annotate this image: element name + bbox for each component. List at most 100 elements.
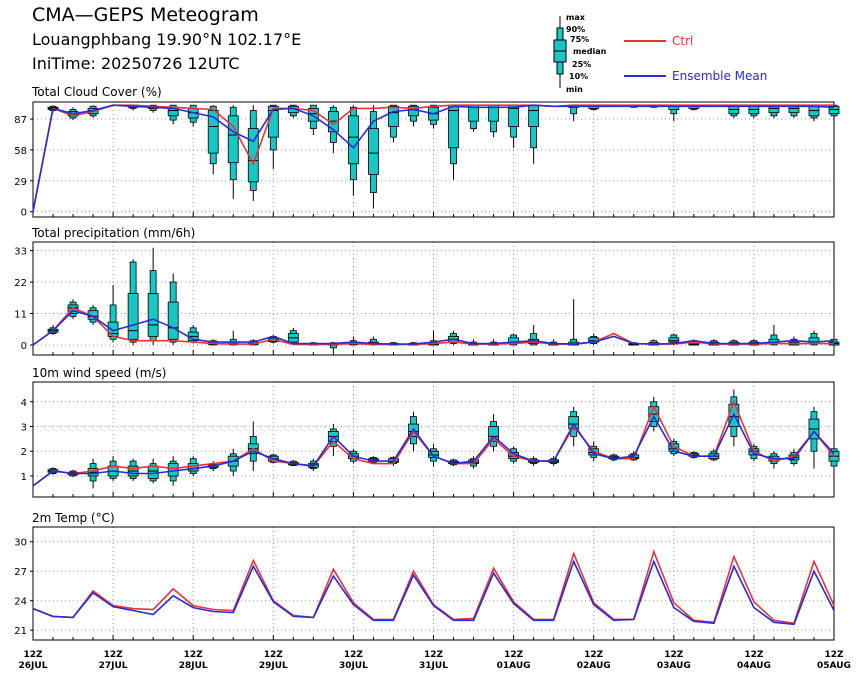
location-label: Louangphbang 19.90°N 102.17°E	[32, 30, 302, 49]
x-tick-label-time: 12Z	[504, 650, 524, 660]
x-tick-label-date: 03AUG	[657, 661, 691, 671]
box-plot	[748, 104, 760, 118]
y-tick-label: 2	[21, 447, 27, 458]
box-plot	[227, 105, 239, 199]
box-inner	[167, 301, 179, 340]
box-inner	[728, 105, 740, 115]
x-tick-label-time: 12Z	[664, 650, 684, 660]
series-mean-wind	[32, 412, 835, 487]
box-plot	[488, 104, 499, 138]
box-plot	[428, 104, 439, 129]
x-tick-label-date: 04AUG	[737, 661, 771, 671]
y-tick-label: 0	[21, 208, 27, 219]
x-tick-label-time: 12Z	[824, 650, 844, 660]
box-plot	[127, 458, 139, 481]
x-tick-label-time: 12Z	[104, 650, 124, 660]
y-tick-label: 24	[14, 597, 27, 608]
series-mean-cloud	[32, 104, 835, 212]
legend-label-p75: 75%	[570, 35, 589, 44]
boxes-precip	[47, 247, 840, 353]
box-inner	[788, 105, 800, 114]
y-tick-label: 30	[14, 538, 27, 549]
box-plot	[668, 438, 680, 457]
box-plot	[528, 104, 540, 164]
box-plot	[147, 458, 159, 484]
y-tick-label: 22	[14, 278, 27, 289]
box-plot	[508, 104, 520, 148]
x-tick-label-date: 01AUG	[497, 661, 531, 671]
y-tick-label: 3	[21, 423, 27, 434]
series-mean-precip	[32, 309, 835, 346]
box-plot	[728, 104, 740, 118]
box-inner	[748, 105, 760, 115]
box-inner	[448, 104, 459, 149]
legend-label-p25: 25%	[572, 60, 591, 69]
box-plot	[588, 333, 600, 345]
box-inner	[428, 450, 439, 458]
y-tick-label: 11	[14, 310, 27, 321]
x-tick-label-date: 02AUG	[577, 661, 611, 671]
box-plot	[287, 104, 299, 118]
y-tick-label: 87	[14, 115, 27, 126]
box-plot	[127, 259, 139, 345]
box-plot	[347, 105, 359, 196]
legend-label-median: median	[573, 47, 607, 56]
panel-title-temp: 2m Temp (°C)	[32, 511, 115, 525]
panel-temp: 2m Temp (°C) 21 24 27 30	[14, 511, 835, 641]
legend-label-p10: 10%	[569, 72, 588, 81]
y-tick-label: 0	[21, 341, 27, 352]
legend-label-p90: 90%	[566, 25, 585, 34]
box-plot	[808, 406, 820, 469]
box-inner	[347, 115, 359, 165]
box-inner	[808, 105, 820, 117]
x-tick-label-time: 12Z	[424, 650, 444, 660]
box-inner	[368, 128, 379, 175]
box-plot	[688, 451, 700, 459]
y-tick-label: 58	[14, 146, 27, 157]
y-tick-label: 27	[14, 567, 27, 578]
box-plot	[568, 299, 580, 346]
box-plot	[728, 389, 740, 447]
panel-wind: 10m wind speed (m/s) 1 2 3 4	[21, 366, 840, 498]
x-tick-label-date: 26JUL	[19, 661, 48, 671]
y-tick-label: 29	[14, 177, 27, 188]
x-tick-label-date: 27JUL	[99, 661, 128, 671]
series-ctrl-cloud	[32, 104, 834, 212]
legend-mean-label: Ensemble Mean	[672, 69, 767, 83]
box-plot	[147, 247, 159, 345]
x-tick-label-date: 29JUL	[259, 661, 288, 671]
x-tick-label-date: 30JUL	[339, 661, 368, 671]
box-plot	[67, 299, 79, 320]
init-time-label: IniTime: 20250726 12UTC	[32, 54, 240, 73]
box-inner	[828, 105, 840, 115]
box-plot	[828, 104, 840, 118]
box-inner	[528, 104, 540, 127]
series-ctrl-precip	[32, 306, 834, 346]
box-plot	[768, 104, 780, 118]
x-tick-label-time: 12Z	[23, 650, 43, 660]
y-tick-label: 33	[14, 247, 27, 258]
panel-title-cloud: Total Cloud Cover (%)	[31, 85, 162, 99]
x-tick-label-time: 12Z	[264, 650, 284, 660]
y-tick-label: 21	[14, 626, 27, 637]
box-plot	[187, 324, 199, 344]
box-inner	[668, 337, 680, 343]
legend-ctrl-label: Ctrl	[672, 34, 693, 48]
box-plot	[167, 273, 179, 345]
panel-cloud: Total Cloud Cover (%) 0 29 58 87	[14, 85, 840, 219]
box-plot	[468, 104, 479, 132]
box-plot	[788, 104, 800, 118]
chart-title: CMA—GEPS Meteogram	[32, 4, 259, 26]
panel-title-wind: 10m wind speed (m/s)	[32, 366, 166, 380]
boxes-cloud	[47, 104, 840, 209]
box-plot	[167, 104, 179, 125]
panel-title-precip: Total precipitation (mm/6h)	[31, 226, 195, 240]
panel-precip: Total precipitation (mm/6h) 0 11 22 33	[14, 226, 840, 356]
series-mean-temp	[32, 559, 835, 626]
x-tick-label-date: 31JUL	[419, 661, 448, 671]
legend-label-min: min	[566, 85, 583, 94]
x-tick-label-time: 12Z	[584, 650, 604, 660]
box-inner	[147, 293, 159, 337]
box-plot	[247, 421, 259, 472]
